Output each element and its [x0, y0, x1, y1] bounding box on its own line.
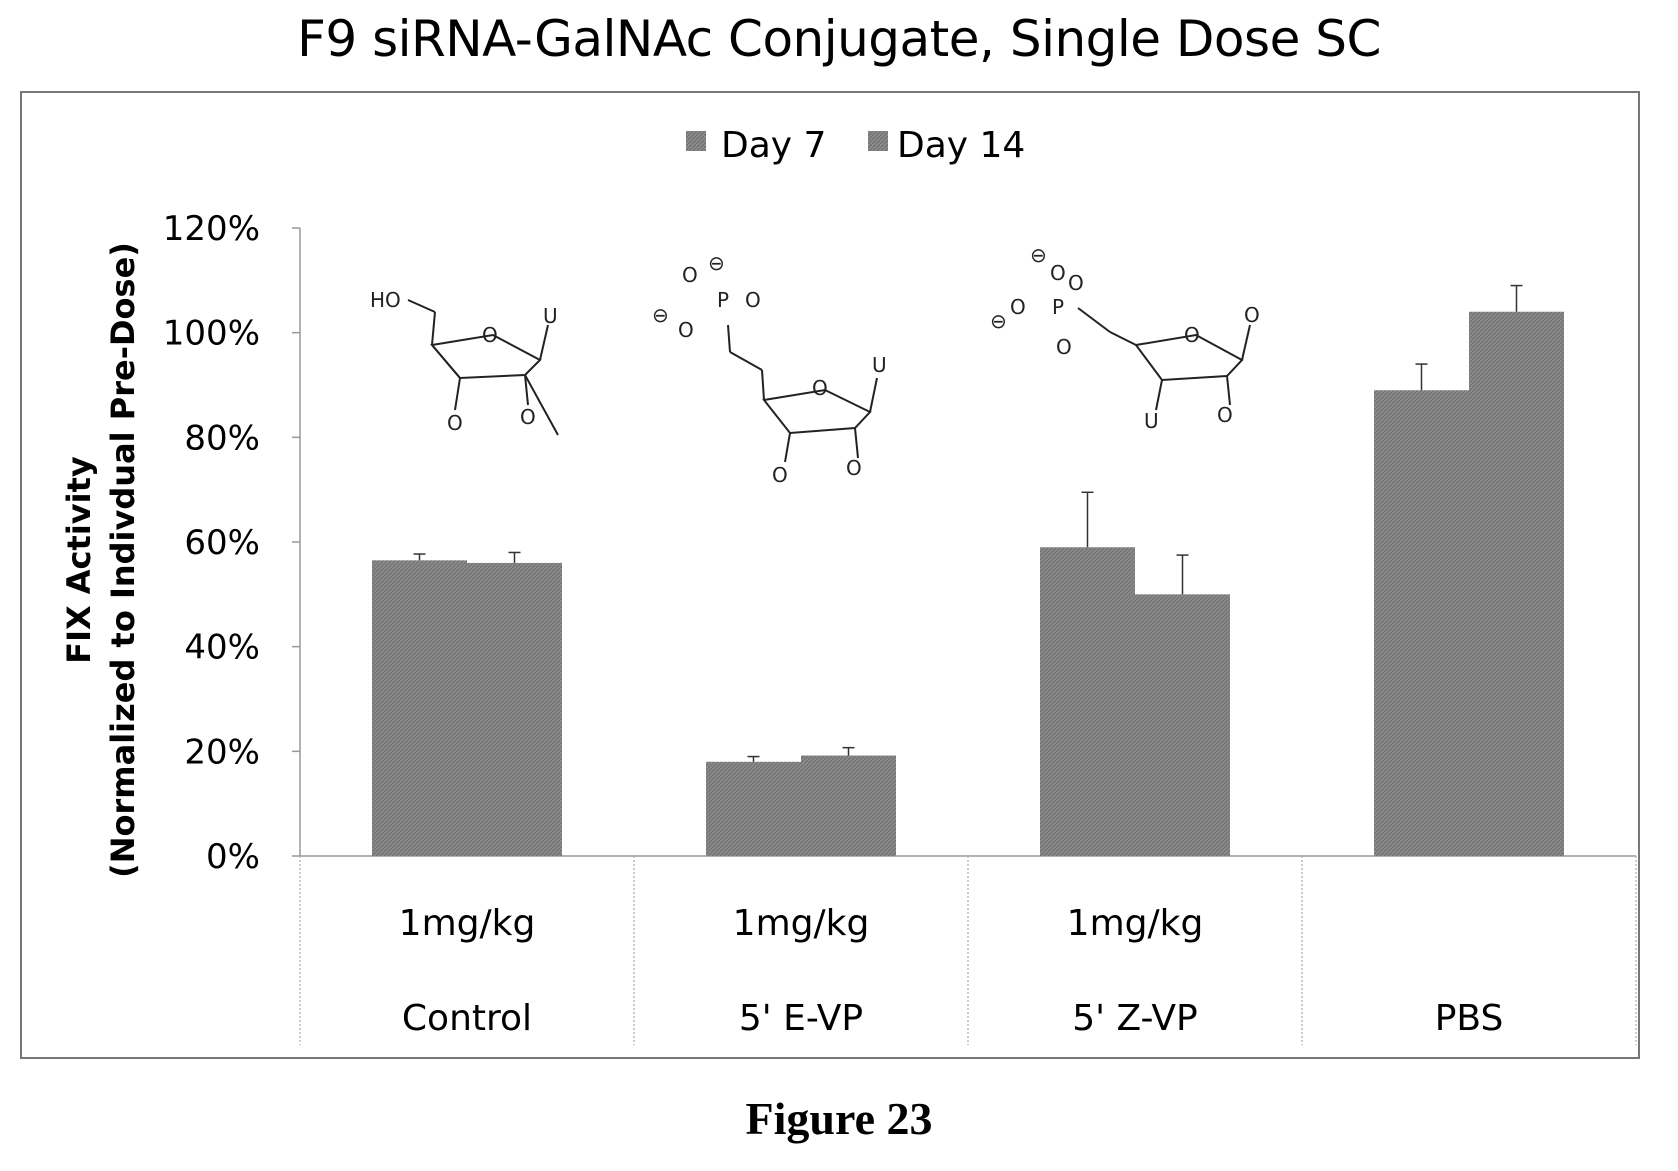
- chem2-o-left: O: [678, 318, 694, 342]
- category-name-label: 5' Z-VP: [1072, 998, 1198, 1039]
- error-bars: [413, 284, 1523, 762]
- y-ticks: 0% 20% 40% 60% 80% 100% 120%: [163, 209, 300, 877]
- chart-title: F9 siRNA-GalNAc Conjugate, Single Dose S…: [297, 10, 1381, 68]
- bar-day-7: [1040, 547, 1135, 856]
- chem3-o-extra: O: [1068, 271, 1084, 295]
- bar-day-14: [467, 562, 562, 856]
- y-tick-label: 0%: [206, 837, 260, 877]
- bar-day-14: [1135, 594, 1230, 856]
- chem3-p: P: [1052, 295, 1064, 319]
- y-tick-label: 60%: [184, 523, 260, 563]
- legend-label-day14: Day 14: [897, 125, 1025, 166]
- bar-day-7: [706, 761, 801, 856]
- chem2-ring-o: O: [812, 376, 828, 400]
- chem-structure-control: HO O U O O: [370, 288, 559, 436]
- y-tick-label: 20%: [184, 732, 260, 772]
- bar-day-14: [1469, 311, 1564, 856]
- bar-day-7: [372, 560, 467, 856]
- chem2-o3: O: [772, 463, 788, 487]
- y-axis-label-line1: FIX Activity: [60, 456, 98, 664]
- y-axis-label: FIX Activity (Normalized to Indivdual Pr…: [60, 242, 142, 878]
- chem3-o-down: O: [1056, 335, 1072, 359]
- bar-day-14: [801, 755, 896, 856]
- category-dose-label: 1mg/kg: [1067, 903, 1204, 944]
- legend: Day 7 Day 14: [686, 125, 1025, 166]
- chem1-ho: HO: [370, 288, 401, 312]
- y-tick-label: 40%: [184, 628, 260, 668]
- category-dividers: [299, 856, 1637, 1045]
- chem1-o2: O: [520, 405, 536, 429]
- chem2-minus-top: ⊖: [708, 251, 725, 275]
- bars: [372, 311, 1564, 856]
- y-axis-label-line2: (Normalized to Indivdual Pre-Dose): [104, 242, 142, 878]
- chem3-minus-left: ⊖: [990, 309, 1007, 333]
- chem2-p: P: [717, 288, 729, 312]
- legend-swatch-day7: [686, 131, 706, 151]
- chem3-o3: U: [1144, 409, 1159, 433]
- category-labels: 1mg/kg Control 1mg/kg 5' E-VP 1mg/kg 5' Z-VP P…: [399, 903, 1504, 1039]
- chem3-o-top: O: [1050, 261, 1066, 285]
- chem2-u: U: [872, 353, 887, 377]
- legend-label-day7: Day 7: [721, 125, 826, 166]
- chem3-o-left: O: [1010, 295, 1026, 319]
- chart-frame: [20, 91, 1640, 1059]
- figure-caption: Figure 23: [745, 1093, 933, 1144]
- bar-day-7: [1374, 390, 1469, 856]
- y-tick-label: 80%: [184, 418, 260, 458]
- category-name-label: PBS: [1435, 998, 1504, 1039]
- chem2-o2: O: [846, 456, 862, 480]
- category-dose-label: 1mg/kg: [399, 903, 536, 944]
- chem1-o3: O: [447, 411, 463, 435]
- chem3-ring-o: O: [1184, 323, 1200, 347]
- category-dose-label: 1mg/kg: [733, 903, 870, 944]
- chem2-o-right: O: [745, 288, 761, 312]
- chem1-ring-o: O: [482, 323, 498, 347]
- chem-structure-z-vp: ⊖ O O P O ⊖ O O U O O: [990, 243, 1260, 433]
- category-name-label: Control: [402, 998, 532, 1039]
- y-tick-label: 100%: [163, 314, 260, 354]
- y-tick-label: 120%: [163, 209, 260, 249]
- category-name-label: 5' E-VP: [739, 998, 863, 1039]
- chem3-u: O: [1244, 303, 1260, 327]
- chem2-o-top: O: [682, 263, 698, 287]
- chem1-u: U: [543, 304, 558, 328]
- chem3-o2: O: [1217, 403, 1233, 427]
- chem2-minus-left: ⊖: [652, 303, 669, 327]
- chem-structure-e-vp: O ⊖ P O ⊖ O O U O O: [652, 251, 887, 487]
- chem3-minus-top: ⊖: [1030, 243, 1047, 267]
- legend-swatch-day14: [868, 131, 888, 151]
